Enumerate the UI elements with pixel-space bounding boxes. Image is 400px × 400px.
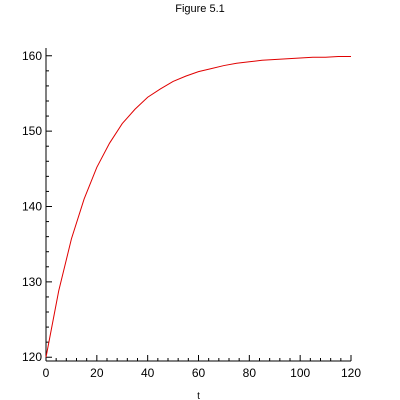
x-tick-label: 120 — [341, 366, 361, 380]
chart-title: Figure 5.1 — [175, 3, 225, 15]
x-tick-label: 40 — [141, 366, 155, 380]
series-line-0 — [45, 56, 351, 358]
x-tick-label: 20 — [90, 366, 104, 380]
x-tick-label: 100 — [290, 366, 310, 380]
y-tick-label: 160 — [22, 49, 42, 63]
series-layer — [45, 56, 351, 358]
axes: 0 20 40 60 80 100 120 120 130 140 150 160 — [22, 48, 361, 380]
y-tick-label: 130 — [22, 275, 42, 289]
x-tick-label: 60 — [192, 366, 206, 380]
x-tick-label: 0 — [43, 366, 50, 380]
x-tick-label: 80 — [243, 366, 257, 380]
x-axis-title: t — [197, 391, 200, 400]
y-tick-label: 150 — [22, 124, 42, 138]
y-tick-label: 120 — [22, 350, 42, 364]
y-tick-label: 140 — [22, 200, 42, 214]
